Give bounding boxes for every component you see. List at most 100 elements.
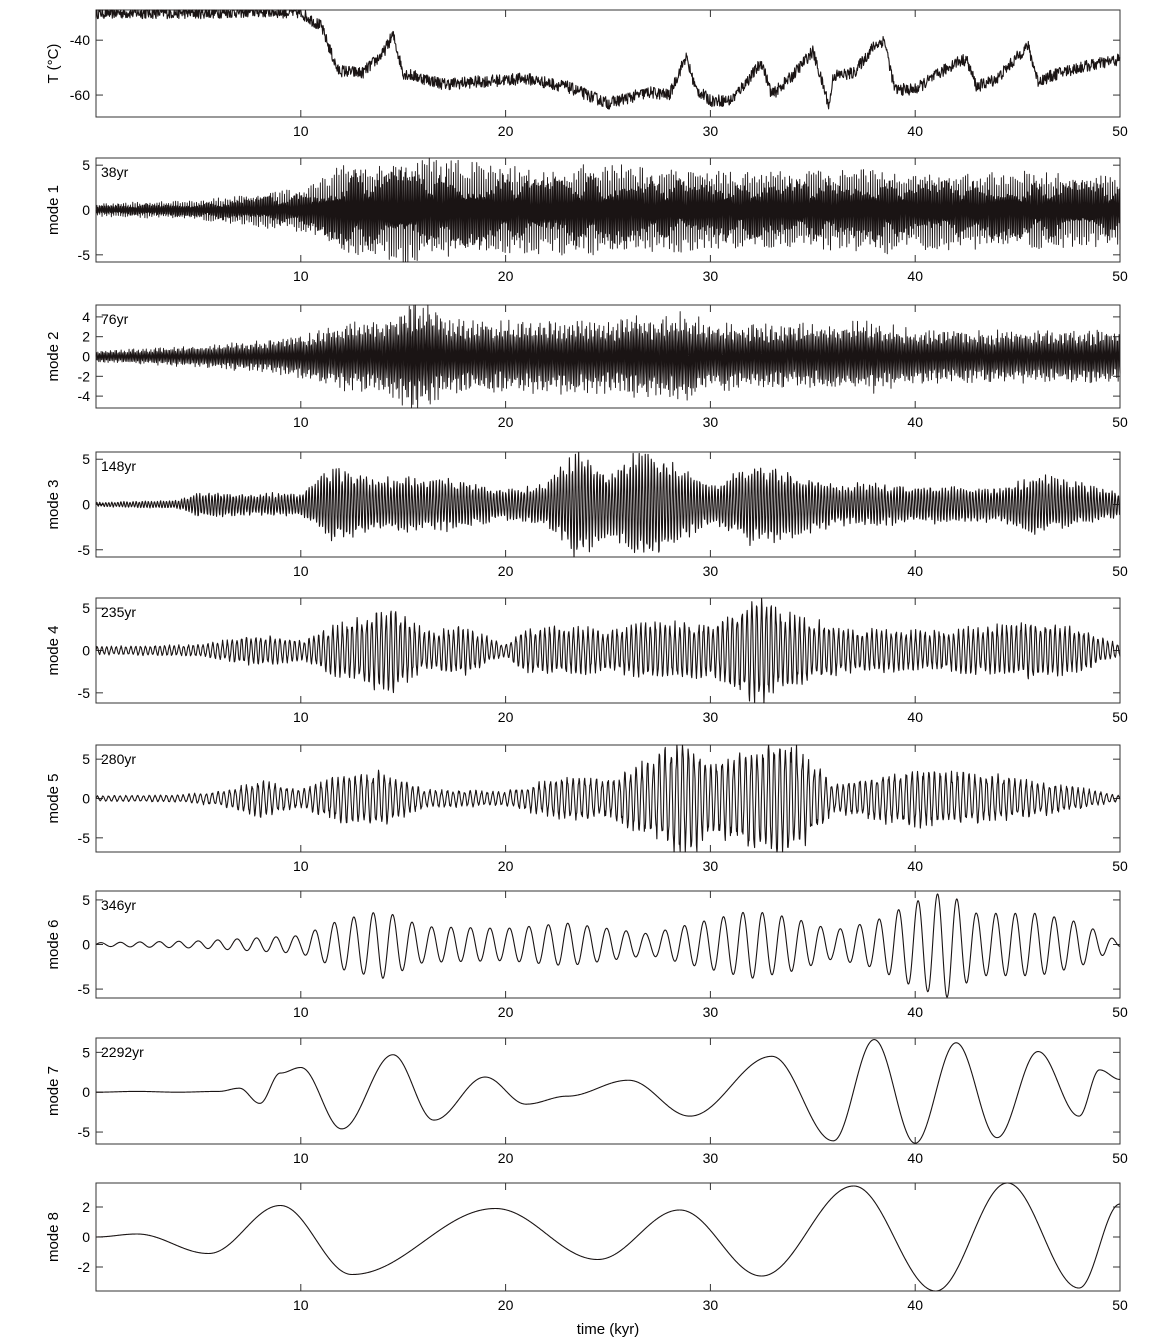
x-tick-label: 10 (293, 1150, 309, 1166)
x-tick-label: 30 (703, 414, 719, 430)
mode-period-label: 2292yr (101, 1044, 144, 1060)
series-line (95, 1039, 1121, 1144)
x-tick-label: 20 (498, 123, 514, 139)
y-tick-label: 0 (82, 1084, 90, 1100)
series-line (95, 157, 1121, 263)
y-tick-label: -5 (78, 542, 91, 558)
y-axis-label: mode 4 (45, 625, 62, 675)
y-tick-label: 0 (82, 202, 90, 218)
y-tick-label: -60 (70, 87, 90, 103)
series-line (95, 893, 1121, 998)
y-axis-label: T (°C) (45, 44, 62, 84)
x-tick-label: 40 (907, 709, 923, 725)
y-tick-label: 5 (82, 600, 90, 616)
x-tick-label: 50 (1112, 1004, 1128, 1020)
axes-box (95, 9, 1121, 118)
y-axis-label: mode 3 (45, 479, 62, 529)
x-tick-label: 10 (293, 123, 309, 139)
x-tick-label: 40 (907, 858, 923, 874)
y-axis-label: mode 1 (45, 185, 62, 235)
mode-period-label: 76yr (101, 311, 129, 327)
series-line (95, 9, 1121, 110)
y-tick-label: -5 (78, 981, 91, 997)
y-tick-label: 0 (82, 937, 90, 953)
y-tick-label: 0 (82, 791, 90, 807)
x-tick-label: 20 (498, 563, 514, 579)
x-tick-label: 20 (498, 858, 514, 874)
x-tick-label: 50 (1112, 268, 1128, 284)
x-tick-label: 40 (907, 414, 923, 430)
y-tick-label: 0 (82, 349, 90, 365)
mode-period-label: 235yr (101, 604, 136, 620)
y-tick-label: -5 (78, 1124, 91, 1140)
x-tick-label: 30 (703, 858, 719, 874)
x-tick-label: 40 (907, 123, 923, 139)
series-line (95, 744, 1121, 853)
x-tick-label: 20 (498, 414, 514, 430)
x-tick-label: 10 (293, 1297, 309, 1313)
y-tick-label: 5 (82, 751, 90, 767)
x-tick-label: 50 (1112, 858, 1128, 874)
axes-box (95, 1182, 1121, 1292)
axes-box (95, 1037, 1121, 1145)
mode-period-label: 38yr (101, 164, 129, 180)
x-axis-label: time (kyr) (577, 1321, 640, 1338)
x-tick-label: 30 (703, 1004, 719, 1020)
x-tick-label: 50 (1112, 709, 1128, 725)
y-tick-label: -40 (70, 32, 90, 48)
y-axis-label: mode 8 (45, 1212, 62, 1262)
x-tick-label: 20 (498, 1150, 514, 1166)
x-tick-label: 20 (498, 1004, 514, 1020)
x-tick-label: 30 (703, 123, 719, 139)
x-tick-label: 10 (293, 268, 309, 284)
mode-period-label: 346yr (101, 897, 136, 913)
x-tick-label: 10 (293, 414, 309, 430)
y-axis-label: mode 5 (45, 773, 62, 823)
x-tick-label: 30 (703, 563, 719, 579)
y-tick-label: 5 (82, 157, 90, 173)
series-line (95, 451, 1121, 558)
x-tick-label: 20 (498, 268, 514, 284)
y-tick-label: -5 (78, 247, 91, 263)
y-axis-label: mode 6 (45, 919, 62, 969)
y-tick-label: 2 (82, 329, 90, 345)
x-tick-label: 30 (703, 268, 719, 284)
x-tick-label: 40 (907, 1004, 923, 1020)
x-tick-label: 50 (1112, 414, 1128, 430)
x-tick-label: 50 (1112, 1297, 1128, 1313)
y-tick-label: 0 (82, 643, 90, 659)
y-tick-label: 4 (82, 309, 90, 325)
series-line (95, 597, 1121, 704)
y-tick-label: 2 (82, 1199, 90, 1215)
x-tick-label: 20 (498, 709, 514, 725)
y-tick-label: -2 (78, 1259, 91, 1275)
y-tick-label: 0 (82, 1229, 90, 1245)
x-tick-label: 10 (293, 858, 309, 874)
x-tick-label: 30 (703, 1297, 719, 1313)
y-tick-label: 5 (82, 451, 90, 467)
y-tick-label: 0 (82, 497, 90, 513)
y-tick-label: 5 (82, 1044, 90, 1060)
y-axis-label: mode 2 (45, 331, 62, 381)
y-tick-label: -5 (78, 685, 91, 701)
y-axis-label: mode 7 (45, 1066, 62, 1116)
mode-period-label: 148yr (101, 458, 136, 474)
x-tick-label: 40 (907, 1150, 923, 1166)
series-line (95, 304, 1121, 409)
mode-period-label: 280yr (101, 751, 136, 767)
x-tick-label: 20 (498, 1297, 514, 1313)
x-tick-label: 40 (907, 563, 923, 579)
x-tick-label: 50 (1112, 1150, 1128, 1166)
y-tick-label: -4 (78, 388, 91, 404)
x-tick-label: 50 (1112, 123, 1128, 139)
x-tick-label: 30 (703, 709, 719, 725)
y-tick-label: 5 (82, 892, 90, 908)
x-tick-label: 10 (293, 1004, 309, 1020)
